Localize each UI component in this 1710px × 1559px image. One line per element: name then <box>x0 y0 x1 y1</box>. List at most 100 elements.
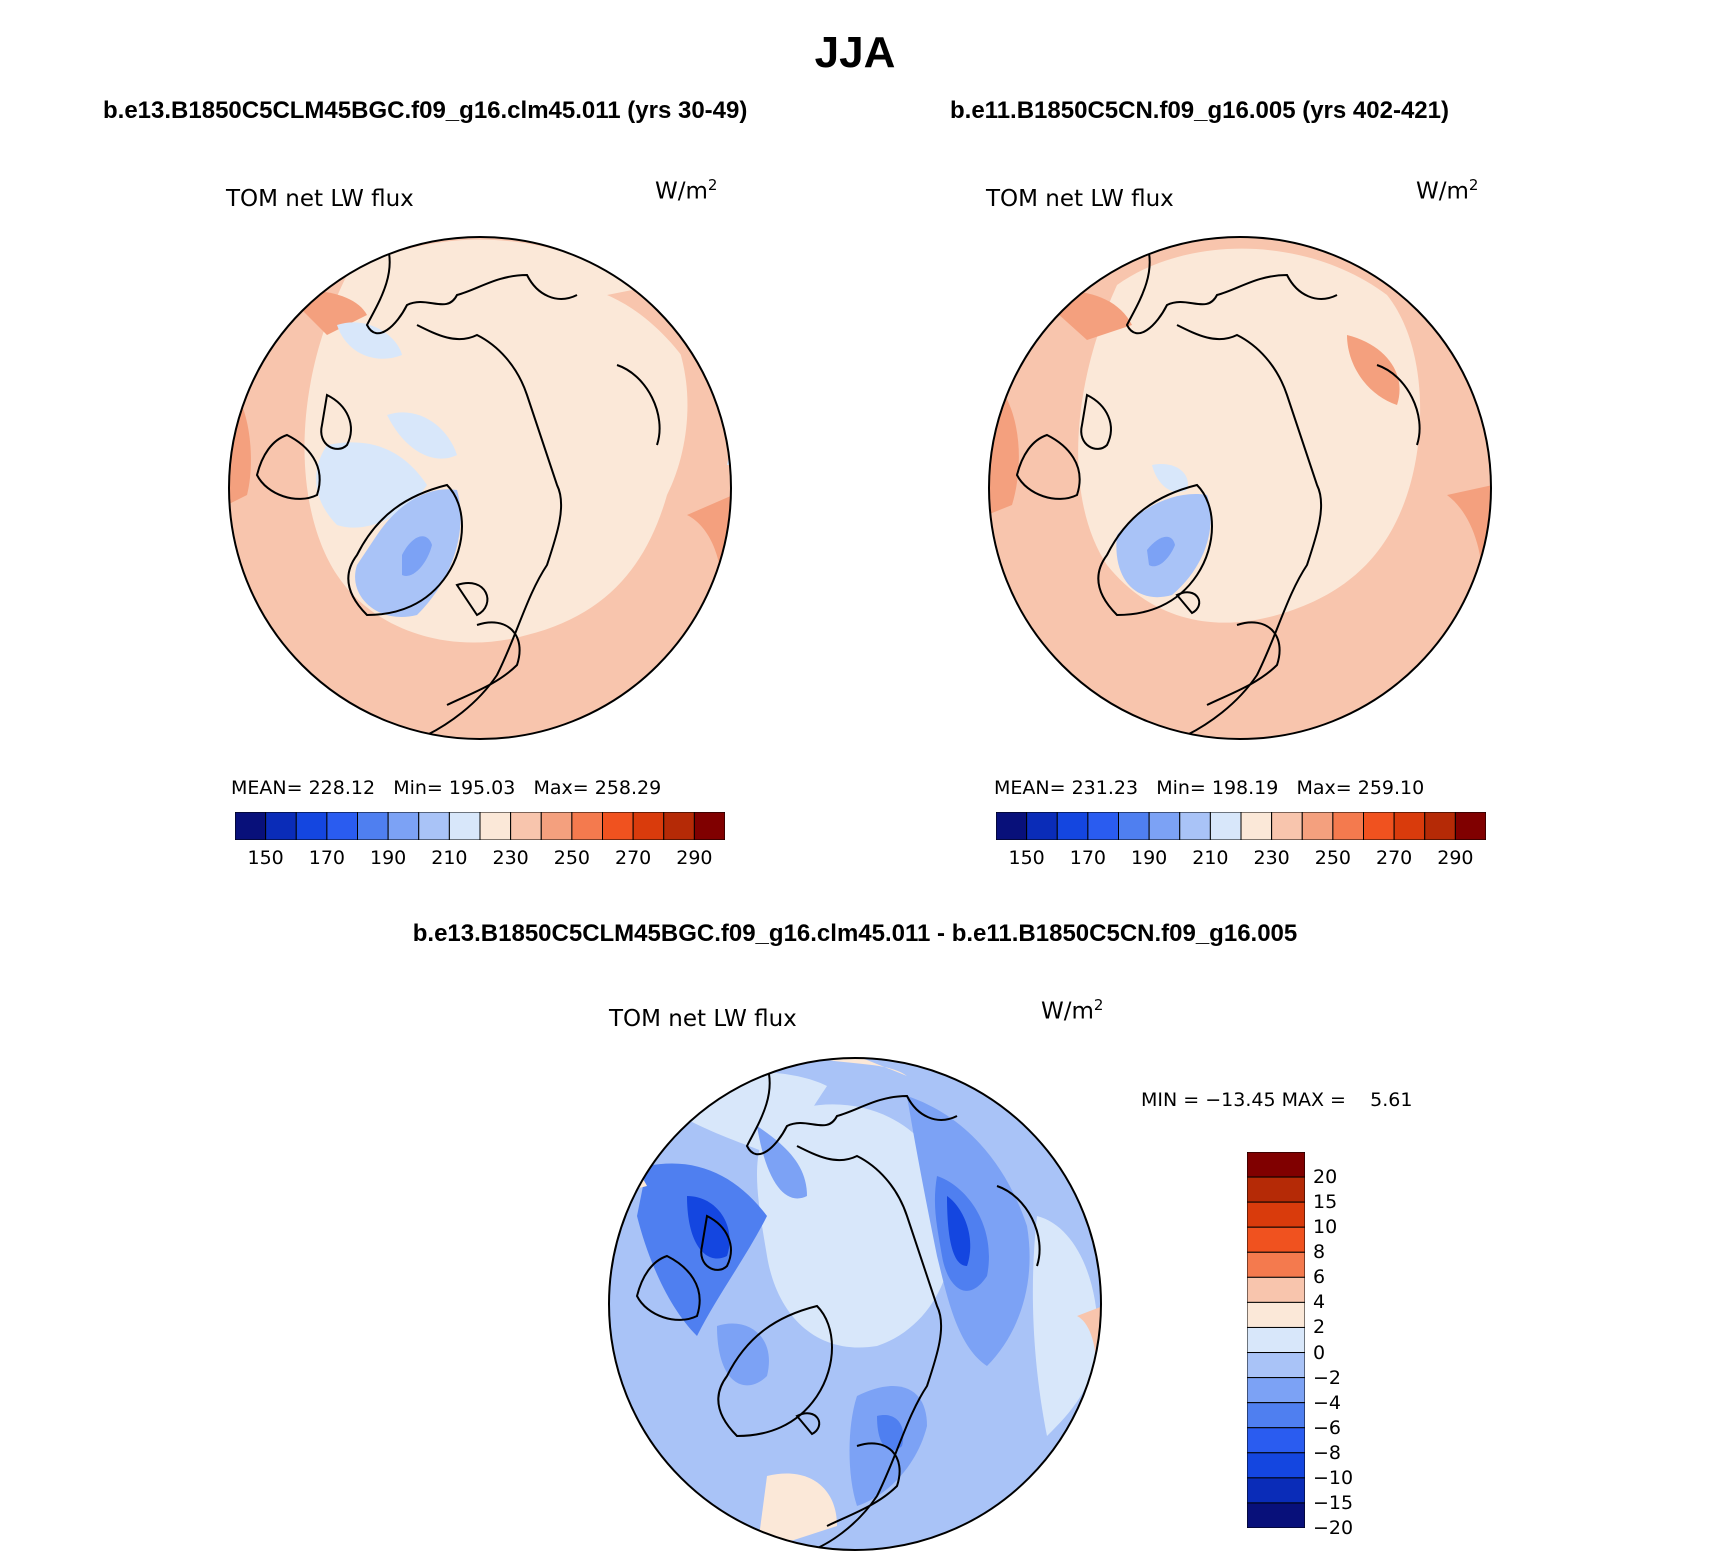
panel2-min: 198.19 <box>1211 777 1279 799</box>
panel1-mean: 228.12 <box>308 777 376 799</box>
diff-colorbar-swatch <box>1247 1226 1305 1253</box>
diff-colorbar-tick: 0 <box>1313 1341 1326 1364</box>
diff-colorbar-swatch <box>1247 1377 1305 1404</box>
diff-colorbar-tick: 6 <box>1313 1266 1326 1289</box>
panel1-coastlines <box>229 244 661 736</box>
panel1-colorbar-tick: 210 <box>431 847 468 869</box>
panel2-colorbar-tick: 150 <box>1008 847 1045 869</box>
panel1-variable-label: TOM net LW flux <box>226 186 414 212</box>
panel1-colorbar-swatch <box>632 812 665 840</box>
panel1-max: 258.29 <box>594 777 662 799</box>
panel2-colorbar-tick: 170 <box>1069 847 1107 869</box>
diff-colorbar-swatch <box>1247 1452 1305 1479</box>
diff-colorbar-tick: 4 <box>1313 1291 1326 1314</box>
panel1-colorbar-swatch <box>387 812 420 840</box>
panel1-colorbar-tick: 190 <box>369 847 407 869</box>
panel1-colorbar-tick: 270 <box>614 847 652 869</box>
panel1-colorbar <box>235 812 725 840</box>
diff-colorbar-swatch <box>1247 1176 1305 1203</box>
diff-colorbar-tick: −10 <box>1313 1466 1354 1489</box>
panel2-colorbar-swatch <box>1087 812 1120 840</box>
panel1-map-border <box>228 236 732 740</box>
panel2-colorbar-swatch <box>1301 812 1334 840</box>
diff-colorbar-swatch <box>1247 1477 1305 1504</box>
panel2-colorbar-swatch <box>1363 812 1395 840</box>
panel1-colorbar-ticks: 150 170 190 210 230 250 270 290 <box>235 847 725 871</box>
panel2-mean: 231.23 <box>1071 777 1139 799</box>
panel1-colorbar-swatch <box>602 812 634 840</box>
diff-units: W/m2 <box>1041 996 1104 1025</box>
panel1-colorbar-swatch <box>571 812 604 840</box>
panel2-colorbar-swatch <box>1424 812 1456 840</box>
panel2-colorbar-ticks: 150 170 190 210 230 250 270 290 <box>996 847 1486 871</box>
panel1-colorbar-tick: 150 <box>247 847 284 869</box>
panel1-colorbar-tick: 250 <box>553 847 591 869</box>
panel1-units: W/m2 <box>655 176 718 205</box>
diff-map-border <box>608 1057 1102 1551</box>
panel2-colorbar-tick: 290 <box>1437 847 1474 869</box>
panel2-colorbar-swatch <box>1209 812 1242 840</box>
diff-colorbar-swatch <box>1247 1326 1305 1354</box>
panel2-coastlines <box>989 244 1421 736</box>
panel2-colorbar <box>996 812 1486 840</box>
panel2-variable-label: TOM net LW flux <box>986 186 1174 212</box>
panel1-polar-map <box>228 236 732 740</box>
diff-colorbar-swatch <box>1247 1276 1305 1303</box>
panel1-colorbar-swatch <box>479 812 512 840</box>
panel2-colorbar-swatch <box>1056 812 1089 840</box>
panel2-colorbar-swatch <box>1332 812 1365 840</box>
diff-colorbar-tick: 10 <box>1313 1216 1338 1239</box>
diff-colorbar <box>1247 1152 1305 1528</box>
panel2-colorbar-tick: 210 <box>1192 847 1229 869</box>
panel1-colorbar-tick: 290 <box>676 847 713 869</box>
panel2-colorbar-swatch <box>1179 812 1211 840</box>
diff-colorbar-tick: −6 <box>1313 1416 1342 1439</box>
panel1-colorbar-swatch <box>510 812 542 840</box>
diff-colorbar-tick: −15 <box>1313 1491 1354 1514</box>
panel2-colorbar-tick: 230 <box>1253 847 1290 869</box>
panel1-colorbar-swatch <box>326 812 359 840</box>
panel2-units: W/m2 <box>1416 176 1479 205</box>
panel2-colorbar-swatch <box>1118 812 1150 840</box>
panel1-colorbar-swatch <box>295 812 328 840</box>
diff-colorbar-tick: 8 <box>1313 1241 1326 1264</box>
panel2-colorbar-swatch <box>1271 812 1303 840</box>
panel2-map-border <box>988 236 1492 740</box>
panel2-colorbar-swatch <box>1393 812 1426 840</box>
panel2-colorbar-swatch <box>1454 812 1486 840</box>
diff-colorbar-ticks: 20 15 10 8 6 4 2 0 −2 −4 −6 −8 −10 −15 −20 <box>1313 1152 1393 1539</box>
diff-max: 5.61 <box>1370 1089 1413 1111</box>
diff-colorbar-swatch <box>1247 1427 1305 1454</box>
panel2-colorbar-swatch <box>1148 812 1181 840</box>
panel1-colorbar-tick: 170 <box>308 847 346 869</box>
panel2-case-title: b.e11.B1850C5CN.f09_g16.005 (yrs 402-421… <box>950 97 1449 124</box>
panel1-colorbar-swatch <box>357 812 389 840</box>
diff-colorbar-tick: −4 <box>1313 1391 1342 1414</box>
panel2-colorbar-swatch <box>996 812 1028 840</box>
diff-colorbar-tick: −20 <box>1313 1517 1354 1539</box>
diff-colorbar-swatch <box>1247 1502 1305 1528</box>
panel1-colorbar-swatch <box>448 812 481 840</box>
panel1-colorbar-swatch <box>235 812 267 840</box>
panel2-shading <box>989 237 1491 739</box>
panel1-colorbar-swatch <box>418 812 450 840</box>
diff-colorbar-swatch <box>1247 1251 1305 1278</box>
diff-min: −13.45 <box>1205 1089 1276 1111</box>
panel2-colorbar-swatch <box>1026 812 1058 840</box>
diff-shading <box>609 1058 1101 1550</box>
panel1-colorbar-swatch <box>265 812 297 840</box>
diff-polar-map <box>608 1057 1102 1551</box>
diff-coastlines <box>635 1065 1041 1550</box>
panel2-colorbar-tick: 190 <box>1130 847 1168 869</box>
diff-colorbar-swatch <box>1247 1301 1305 1328</box>
diff-colorbar-swatch <box>1247 1352 1305 1379</box>
panel1-colorbar-swatch <box>540 812 573 840</box>
diff-colorbar-tick: 20 <box>1313 1166 1338 1189</box>
diff-colorbar-tick: 2 <box>1313 1316 1326 1339</box>
panel1-colorbar-swatch <box>663 812 695 840</box>
diff-colorbar-tick: −2 <box>1313 1366 1342 1389</box>
panel2-colorbar-swatch <box>1240 812 1273 840</box>
diff-colorbar-swatch <box>1247 1152 1305 1178</box>
diff-min-max: MIN = −13.45 MAX = 5.61 <box>1141 1089 1413 1111</box>
panel2-stats: MEAN= 231.23 Min= 198.19 Max= 259.10 <box>994 777 1425 799</box>
